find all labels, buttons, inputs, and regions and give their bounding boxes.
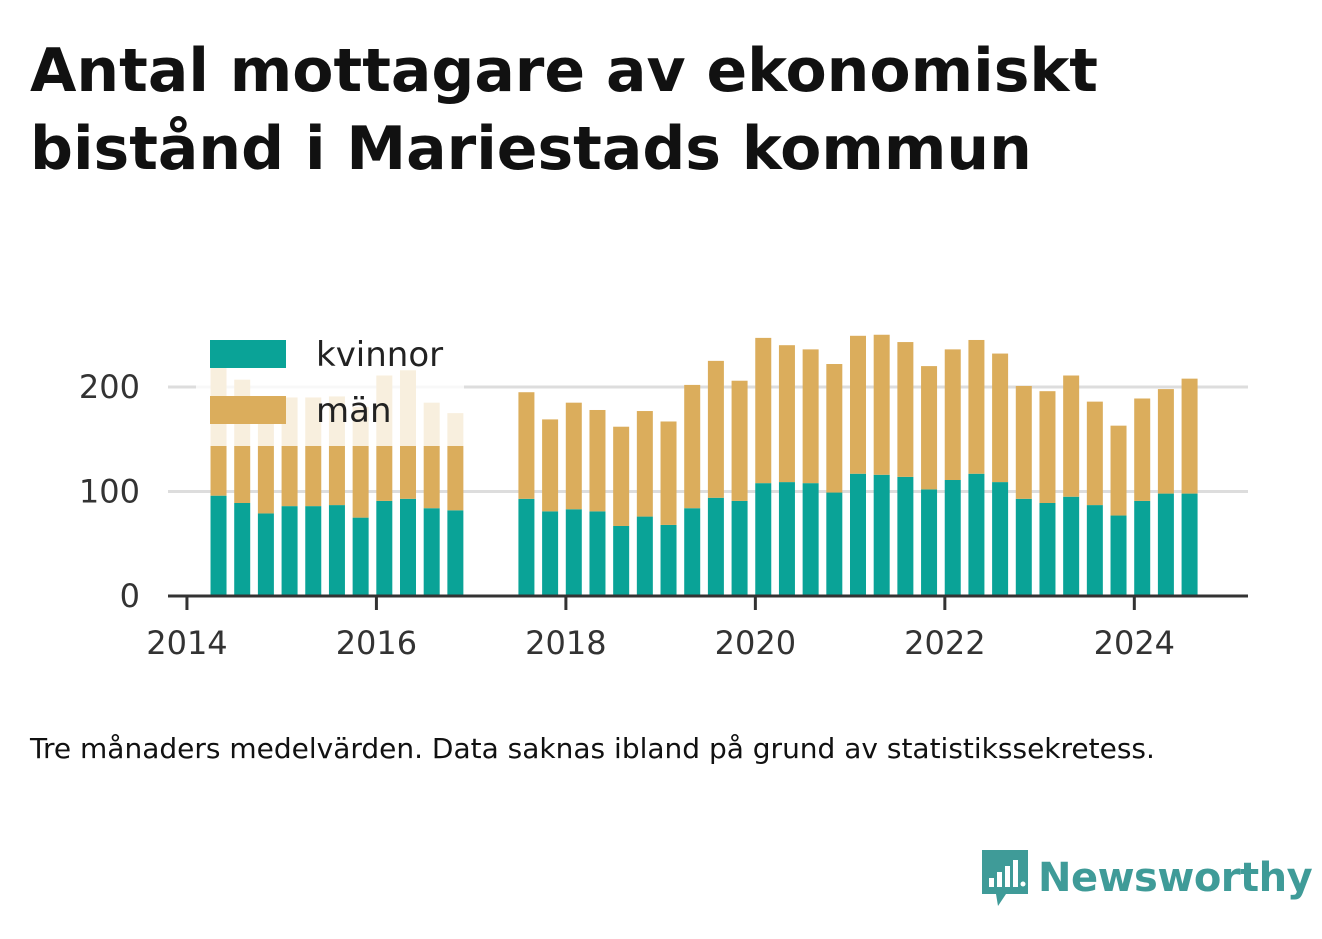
y-tick-label: 200 xyxy=(79,368,140,406)
bar-kvinnor-2020-11 xyxy=(826,492,843,596)
x-tick-label: 2024 xyxy=(1094,624,1175,662)
chart-title: Antal mottagare av ekonomiskt bistånd i … xyxy=(30,36,1098,184)
bar-kvinnor-2021-08 xyxy=(897,476,914,596)
x-tick-label: 2018 xyxy=(525,624,606,662)
bar-kvinnor-2016-08 xyxy=(423,508,440,596)
bar-man-2019-11 xyxy=(731,380,748,501)
y-tick-label: 100 xyxy=(79,473,140,511)
bar-man-2017-08 xyxy=(518,392,535,499)
legend-swatch-man xyxy=(210,396,286,424)
brand-logo[interactable]: Newsworthy xyxy=(980,848,1313,908)
chart-caption: Tre månaders medelvärden. Data saknas ib… xyxy=(30,732,1155,765)
bar-kvinnor-2024-08 xyxy=(1181,493,1198,596)
bar-kvinnor-2022-08 xyxy=(992,482,1009,596)
bar-man-2020-11 xyxy=(826,364,843,493)
bar-man-2018-08 xyxy=(613,426,630,526)
brand-name: Newsworthy xyxy=(1038,855,1313,901)
legend-swatch-kvinnor xyxy=(210,340,286,368)
bar-kvinnor-2017-08 xyxy=(518,498,535,596)
bar-man-2018-02 xyxy=(565,402,582,510)
bar-man-2022-05 xyxy=(968,339,985,474)
bar-kvinnor-2015-02 xyxy=(281,506,298,596)
bar-kvinnor-2018-08 xyxy=(613,525,630,596)
bar-man-2022-11 xyxy=(1015,385,1032,499)
bar-man-2024-08 xyxy=(1181,378,1198,494)
bar-kvinnor-2021-02 xyxy=(850,473,866,596)
bar-man-2023-11 xyxy=(1110,425,1127,516)
bar-man-2024-02 xyxy=(1134,398,1151,501)
bar-kvinnor-2018-02 xyxy=(565,509,582,596)
newsworthy-logo-icon xyxy=(982,850,1028,906)
bar-man-2021-05 xyxy=(873,334,890,475)
x-tick-label: 2020 xyxy=(715,624,796,662)
bar-man-2020-08 xyxy=(802,349,819,484)
bar-kvinnor-2021-05 xyxy=(873,474,890,596)
bar-kvinnor-2023-08 xyxy=(1086,505,1103,596)
bar-man-2018-11 xyxy=(636,411,653,517)
bar-kvinnor-2022-02 xyxy=(944,480,961,596)
bar-man-2020-05 xyxy=(778,345,795,483)
bar-man-2018-05 xyxy=(589,409,606,512)
bar-kvinnor-2019-11 xyxy=(731,500,748,596)
axes: 0 100 200 2014 2016 2018 2020 2022 2024 xyxy=(79,368,1248,662)
bar-kvinnor-2020-02 xyxy=(755,483,772,596)
x-tick-label: 2016 xyxy=(336,624,417,662)
bar-man-2019-02 xyxy=(660,421,677,525)
bar-kvinnor-2020-08 xyxy=(802,483,819,596)
bar-kvinnor-2023-11 xyxy=(1110,515,1127,596)
bar-kvinnor-2016-02 xyxy=(376,500,393,596)
bar-kvinnor-2014-08 xyxy=(234,502,251,596)
bar-kvinnor-2015-05 xyxy=(305,506,322,596)
bar-kvinnor-2014-11 xyxy=(257,513,274,596)
bar-man-2021-08 xyxy=(897,342,914,477)
bar-man-2017-11 xyxy=(542,419,559,512)
bar-kvinnor-2015-08 xyxy=(328,505,345,596)
bar-man-2024-05 xyxy=(1157,389,1174,494)
bar-kvinnor-2019-05 xyxy=(684,508,701,596)
bar-man-2022-08 xyxy=(992,353,1009,483)
bar-kvinnor-2018-05 xyxy=(589,511,606,596)
bar-kvinnor-2016-05 xyxy=(400,498,416,596)
bar-kvinnor-2022-11 xyxy=(1015,498,1032,596)
bar-kvinnor-2023-05 xyxy=(1063,496,1080,596)
bar-kvinnor-2019-08 xyxy=(707,497,724,596)
bar-kvinnor-2024-05 xyxy=(1157,493,1174,596)
bar-kvinnor-2016-11 xyxy=(447,510,464,596)
bar-man-2023-05 xyxy=(1063,375,1080,497)
bar-man-2019-05 xyxy=(684,384,701,509)
bar-kvinnor-2018-11 xyxy=(636,516,653,596)
bar-kvinnor-2021-11 xyxy=(921,489,938,596)
bar-man-2023-02 xyxy=(1039,391,1056,503)
bar-man-2019-08 xyxy=(707,360,724,498)
bar-kvinnor-2014-05 xyxy=(210,495,227,596)
bar-kvinnor-2019-02 xyxy=(660,524,677,596)
bar-man-2023-08 xyxy=(1086,401,1103,506)
x-tick-label: 2014 xyxy=(146,624,227,662)
bar-man-2022-02 xyxy=(944,349,961,481)
bar-kvinnor-2017-11 xyxy=(542,511,559,596)
bar-kvinnor-2015-11 xyxy=(352,517,369,596)
legend-label-man: män xyxy=(316,391,392,431)
bar-kvinnor-2022-05 xyxy=(968,473,985,596)
bar-man-2021-11 xyxy=(921,366,938,490)
legend-label-kvinnor: kvinnor xyxy=(316,335,443,375)
bar-kvinnor-2020-05 xyxy=(778,482,795,596)
bars xyxy=(210,334,1198,596)
bar-kvinnor-2023-02 xyxy=(1039,502,1056,596)
bar-kvinnor-2024-02 xyxy=(1134,500,1151,596)
x-tick-label: 2022 xyxy=(904,624,985,662)
bar-man-2021-02 xyxy=(850,335,866,474)
legend: kvinnor män xyxy=(196,326,464,446)
stacked-bar-chart: 0 100 200 2014 2016 2018 2020 2022 2024 kvinnor m… xyxy=(78,326,1248,662)
y-tick-label: 0 xyxy=(120,577,140,615)
bar-man-2020-02 xyxy=(755,337,772,484)
